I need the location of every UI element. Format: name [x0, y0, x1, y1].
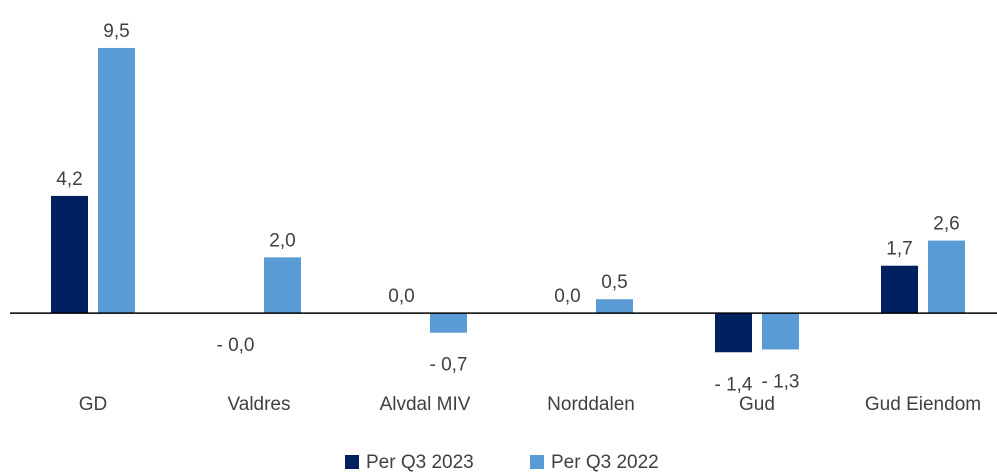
data-label: 0,0	[388, 286, 414, 307]
data-label: - 0,7	[429, 355, 467, 376]
data-label: 9,5	[103, 21, 129, 42]
bar	[51, 195, 88, 314]
x-tick-label: Alvdal MIV	[380, 394, 471, 415]
data-label: 2,6	[933, 214, 959, 235]
x-tick-label: Valdres	[227, 394, 290, 415]
bar	[430, 313, 467, 333]
data-label: 0,0	[554, 286, 580, 307]
data-label: 1,7	[886, 239, 912, 260]
data-label: - 1,3	[761, 371, 799, 392]
x-tick-label: Gud Eiendom	[865, 394, 981, 415]
x-tick-label: Gud	[739, 394, 775, 415]
bar	[98, 47, 135, 314]
legend-swatch	[530, 455, 544, 469]
data-label: 4,2	[56, 169, 82, 190]
bar	[762, 313, 799, 350]
legend-label: Per Q3 2023	[366, 452, 474, 473]
bar	[928, 240, 965, 314]
data-label: - 1,4	[714, 374, 752, 395]
legend-label: Per Q3 2022	[551, 452, 659, 473]
data-label: - 0,0	[216, 335, 254, 356]
data-label: 2,0	[269, 230, 295, 251]
bar	[715, 313, 752, 353]
x-tick-label: Norddalen	[547, 394, 635, 415]
x-tick-label: GD	[79, 394, 108, 415]
bar	[264, 257, 301, 314]
data-label: 0,5	[601, 272, 627, 293]
bar	[596, 299, 633, 314]
bar	[881, 265, 918, 314]
legend-swatch	[345, 455, 359, 469]
